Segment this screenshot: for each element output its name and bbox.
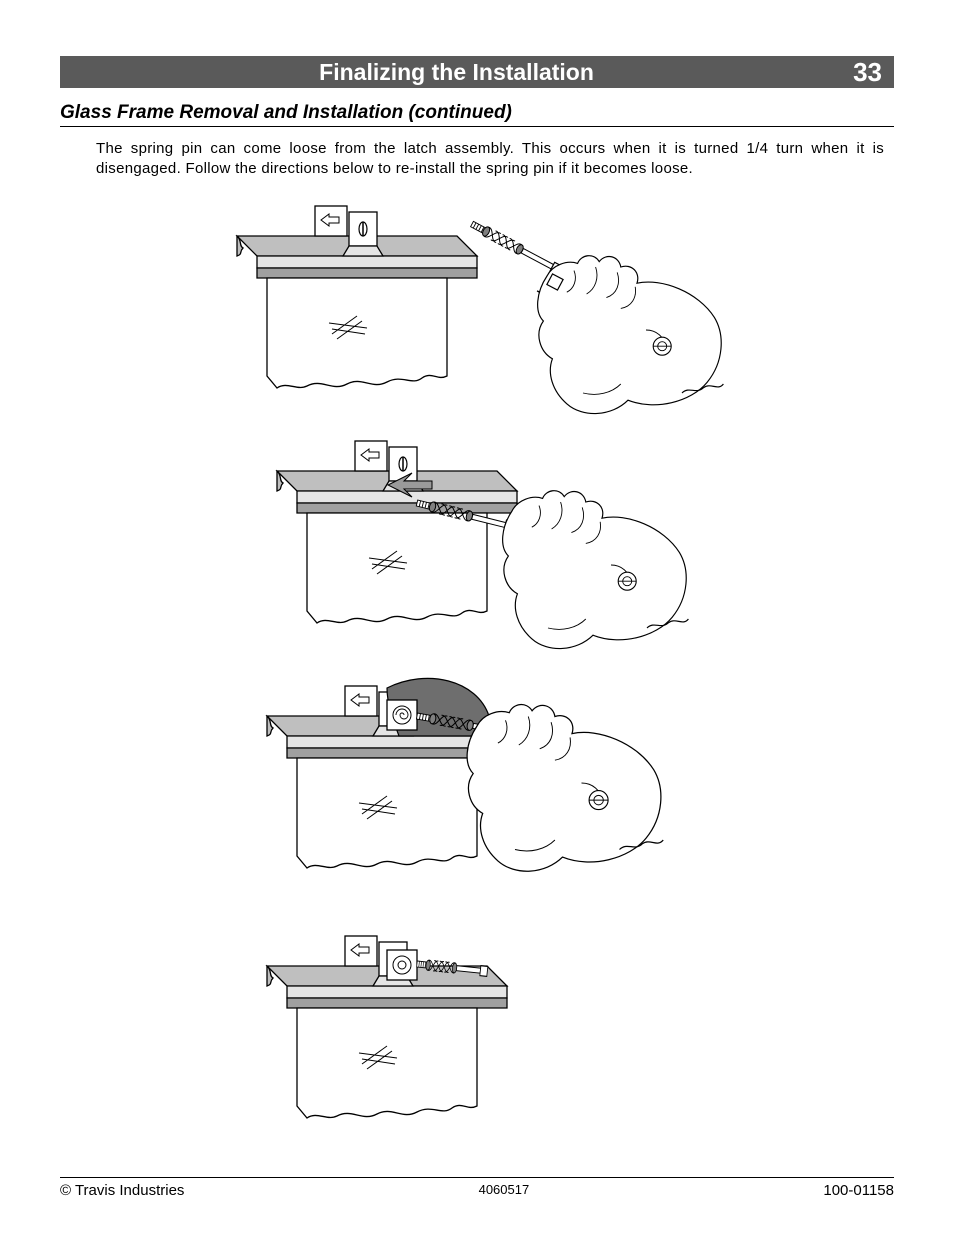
body-text: The spring pin can come loose from the l… [96, 139, 884, 178]
header-page-number: 33 [853, 57, 882, 88]
footer-copyright: © Travis Industries [60, 1182, 184, 1199]
footer-part-number: 100-01158 [823, 1182, 894, 1199]
section-heading: Glass Frame Removal and Installation (co… [60, 102, 894, 127]
header-bar: Finalizing the Installation 33 [60, 56, 894, 88]
header-title: Finalizing the Installation [60, 59, 853, 86]
instruction-diagram [227, 196, 727, 1156]
footer: © Travis Industries 4060517 100-01158 [60, 1177, 894, 1199]
footer-doc-id: 4060517 [479, 1182, 530, 1199]
